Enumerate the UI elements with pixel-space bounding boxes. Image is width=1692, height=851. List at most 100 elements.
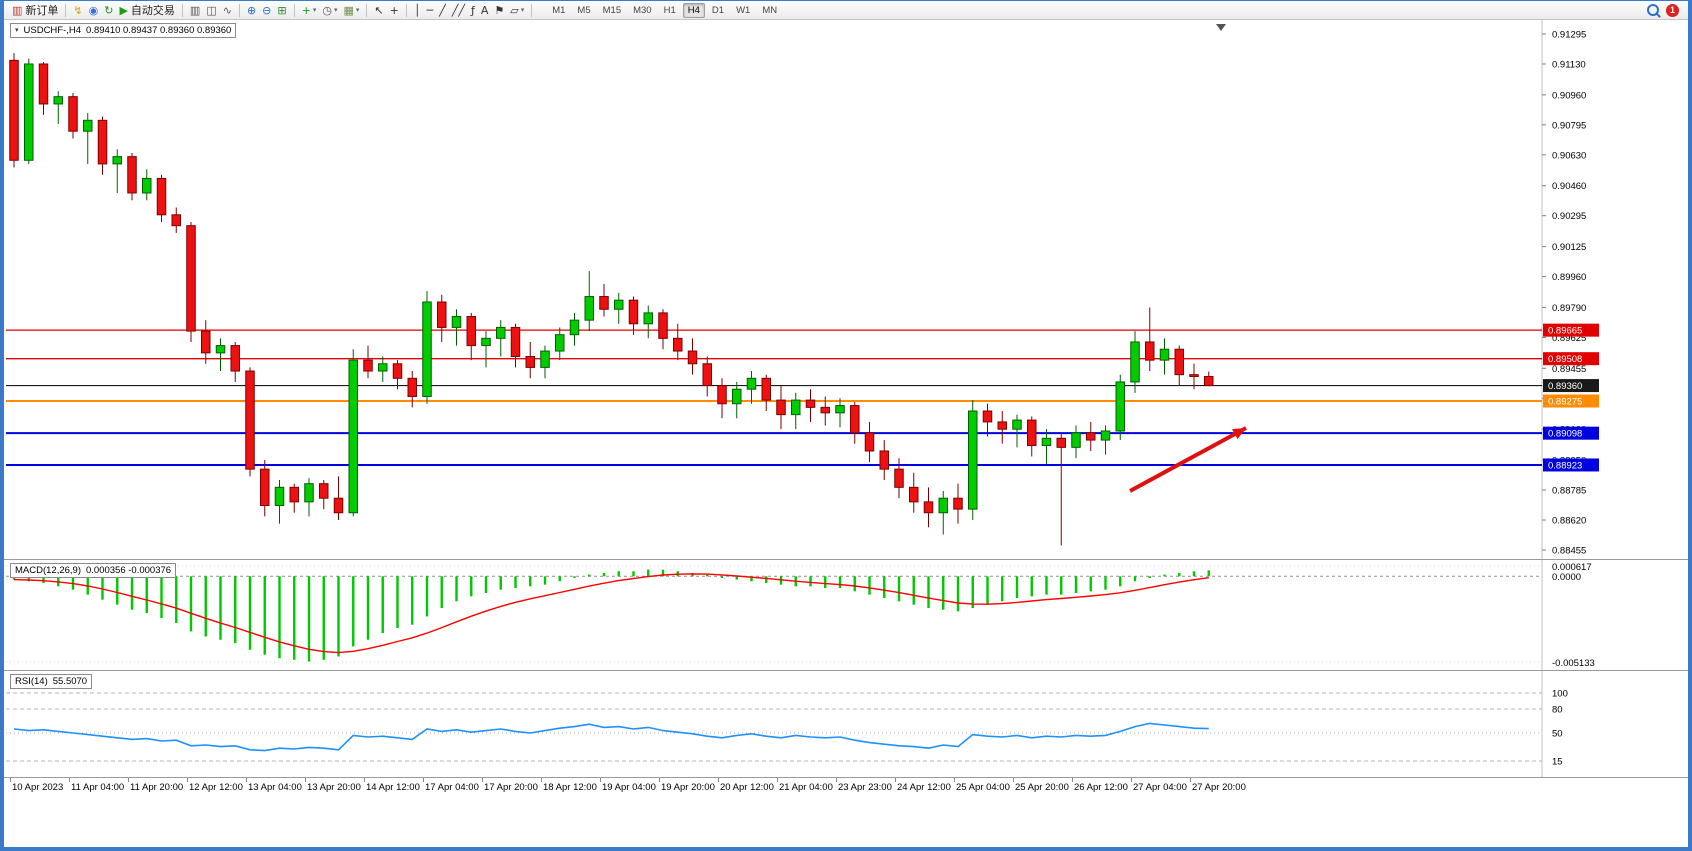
indicators-button[interactable]: + ▾ — [299, 2, 320, 18]
cursor-button[interactable]: ↖ — [371, 2, 386, 18]
panel-resize-handle[interactable] — [4, 559, 1688, 560]
notification-badge[interactable]: 1 — [1666, 3, 1679, 17]
toolbar-separator — [65, 3, 67, 17]
trend-arrow[interactable] — [1129, 426, 1247, 493]
periods-icon: ◷ — [322, 3, 332, 17]
macd-label: MACD(12,26,9) — [15, 565, 81, 576]
rsi-axis-label: 15 — [1552, 757, 1563, 768]
chart-title-box[interactable]: ▾ USDCHF-,H4 0.89410 0.89437 0.89360 0.8… — [10, 23, 237, 38]
price-axis-label: 0.89625 — [1552, 333, 1586, 344]
metaeditor-button[interactable]: ↯ — [70, 2, 85, 18]
templates-button[interactable]: ▦ ▾ — [340, 2, 362, 18]
line-chart-button[interactable]: ∿ — [220, 2, 235, 18]
label-icon: ⚑ — [494, 3, 505, 17]
time-label: 12 Apr 12:00 — [189, 782, 243, 793]
time-tick — [541, 778, 542, 782]
candlestick-icon: ◫ — [206, 3, 217, 17]
time-label: 26 Apr 12:00 — [1074, 782, 1128, 793]
time-axis[interactable]: 10 Apr 2023 11 Apr 04:00 11 Apr 20:00 12 Ap… — [4, 777, 1688, 796]
price-axis-label: 0.90125 — [1552, 242, 1586, 253]
main-chart-svg[interactable]: 0.91295 0.91130 0.90960 0.90795 0.90630 0.904… — [4, 20, 1688, 559]
time-label: 23 Apr 23:00 — [838, 782, 892, 793]
horizontal-line-button[interactable]: ─ — [423, 2, 436, 18]
crosshair-icon: + — [389, 3, 399, 17]
new-order-button[interactable]: ▥ 新订单 — [9, 2, 61, 18]
time-label: 24 Apr 12:00 — [897, 782, 951, 793]
time-tick — [895, 778, 896, 782]
toolbar-left: ▥ 新订单 ↯ ◉ ↻ ▶ 自动交易 ▥ ◫ ∿ ⊕ ⊖ ⊞ + ▾ ◷ ▾ ▦ ▾ ↖ + │ ─ ╱ ╱╱ ƒ A ⚑ ▱ ▾ — [9, 2, 536, 18]
text-button[interactable]: A — [478, 2, 492, 18]
time-tick — [69, 778, 70, 782]
timeframe-toolbar: M1 M5 M15 M30 H1 H4 D1 W1 MN — [546, 2, 783, 18]
time-label: 13 Apr 04:00 — [248, 782, 302, 793]
candlestick-chart-button[interactable]: ◫ — [203, 2, 219, 18]
zoom-in-button[interactable]: ⊕ — [244, 2, 259, 18]
trendline-icon: ╱ — [439, 3, 446, 17]
tile-windows-button[interactable]: ⊞ — [274, 2, 289, 18]
time-label: 18 Apr 12:00 — [543, 782, 597, 793]
timeframe-m1-button[interactable]: M1 — [552, 4, 566, 16]
bar-chart-button[interactable]: ▥ — [187, 2, 203, 18]
rsi-panel: 100 80 50 15 RSI(14) 55.5070 — [4, 671, 1688, 777]
chart-shift-marker-icon[interactable] — [1216, 24, 1226, 31]
vertical-line-button[interactable]: │ — [411, 2, 424, 18]
dropdown-arrow-icon[interactable]: ▾ — [333, 6, 338, 14]
price-axis-label: 0.89790 — [1552, 303, 1586, 314]
timeframe-mn-button[interactable]: MN — [762, 4, 778, 16]
channel-button[interactable]: ╱╱ — [449, 2, 468, 18]
time-tick — [1072, 778, 1073, 782]
price-axis-label: 0.91130 — [1552, 59, 1586, 70]
dropdown-arrow-icon[interactable]: ▾ — [355, 6, 360, 14]
svg-text:0.89275: 0.89275 — [1548, 397, 1582, 408]
time-tick — [364, 778, 365, 782]
refresh-button[interactable]: ↻ — [101, 2, 116, 18]
fibonacci-button[interactable]: ƒ — [468, 2, 478, 18]
timeframe-h4-button[interactable]: H4 — [682, 2, 705, 18]
main-chart-panel: 0.91295 0.91130 0.90960 0.90795 0.90630 0.904… — [4, 20, 1688, 559]
toolbar-separator — [405, 3, 407, 17]
time-tick — [246, 778, 247, 782]
chart-dropdown-icon[interactable]: ▾ — [15, 26, 19, 34]
price-axis-badge — [1543, 352, 1599, 366]
rsi-svg[interactable]: 100 80 50 15 — [4, 671, 1688, 777]
timeframe-m30-button[interactable]: M30 — [633, 4, 652, 16]
text-icon: A — [480, 3, 489, 17]
trendline-button[interactable]: ╱ — [436, 2, 449, 18]
price-axis-label: 0.90960 — [1552, 90, 1586, 101]
time-tick — [718, 778, 719, 782]
timeframe-m15-button[interactable]: M15 — [602, 4, 622, 16]
macd-panel: 0.000617 0.0000 -0.005133 MACD(12,26,9) 0.… — [4, 560, 1688, 670]
new-order-icon: ▥ — [12, 3, 23, 17]
autotrading-button[interactable]: ▶ 自动交易 — [116, 2, 177, 18]
zoom-out-icon: ⊖ — [262, 3, 272, 17]
price-axis-badge — [1543, 394, 1599, 408]
timeframe-w1-button[interactable]: W1 — [736, 4, 751, 16]
fibonacci-icon: ƒ — [470, 3, 475, 17]
time-label: 13 Apr 20:00 — [307, 782, 361, 793]
price-axis-label: 0.90795 — [1552, 120, 1586, 131]
timeframe-m5-button[interactable]: M5 — [577, 4, 591, 16]
chart-ohlc: 0.89410 0.89437 0.89360 0.89360 — [86, 25, 232, 36]
shapes-icon: ▱ — [510, 3, 519, 17]
search-icon[interactable] — [1647, 4, 1659, 16]
periods-button[interactable]: ◷ ▾ — [319, 2, 340, 18]
label-button[interactable]: ⚑ — [491, 2, 507, 18]
crosshair-button[interactable]: + — [387, 2, 402, 18]
dropdown-arrow-icon[interactable]: ▾ — [520, 6, 525, 14]
timeframe-h1-button[interactable]: H1 — [663, 4, 676, 16]
rsi-label-box: RSI(14) 55.5070 — [10, 674, 93, 689]
dropdown-arrow-icon[interactable]: ▾ — [312, 6, 317, 14]
time-tick — [600, 778, 601, 782]
shapes-button[interactable]: ▱ ▾ — [507, 2, 527, 18]
timeframe-d1-button[interactable]: D1 — [711, 4, 725, 16]
panel-resize-handle[interactable] — [4, 670, 1688, 671]
lightning-icon: ↯ — [73, 3, 83, 17]
line-chart-icon: ∿ — [222, 3, 232, 17]
zoom-out-button[interactable]: ⊖ — [259, 2, 274, 18]
toolbar-separator — [238, 3, 240, 17]
chart-symbol: USDCHF-,H4 — [23, 25, 82, 36]
time-label: 17 Apr 20:00 — [484, 782, 538, 793]
market-watch-button[interactable]: ◉ — [86, 2, 102, 18]
price-axis-badge — [1543, 323, 1599, 337]
